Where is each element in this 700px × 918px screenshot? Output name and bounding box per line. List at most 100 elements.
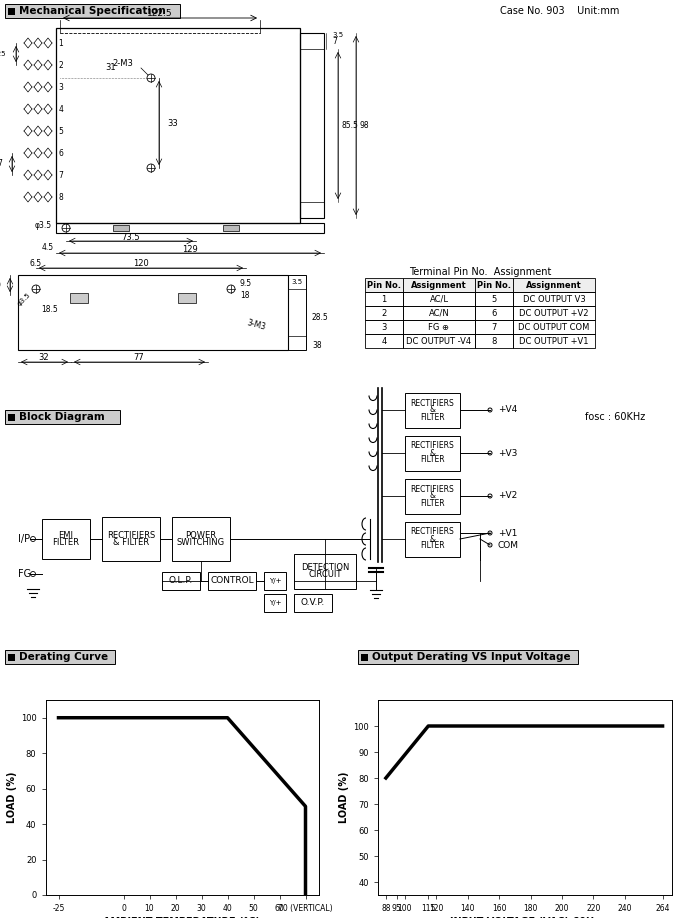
Text: Derating Curve: Derating Curve (19, 652, 108, 662)
Text: 2-M3: 2-M3 (113, 60, 134, 69)
Text: Y/+: Y/+ (269, 577, 281, 584)
Bar (56, 223, 324, 233)
Text: CONTROL: CONTROL (210, 576, 254, 585)
Bar (365, 306, 403, 320)
Bar (178, 293, 196, 303)
Bar (403, 278, 475, 292)
Bar (405, 393, 460, 428)
Text: 122.5: 122.5 (147, 8, 173, 17)
Text: 5: 5 (491, 295, 496, 304)
Text: 2: 2 (382, 308, 386, 318)
Text: φ3.5: φ3.5 (16, 291, 32, 307)
Bar (475, 292, 513, 306)
Text: 8: 8 (491, 337, 497, 345)
Text: DC OUTPUT +V1: DC OUTPUT +V1 (519, 337, 589, 345)
Text: 18: 18 (240, 290, 249, 299)
Text: DC OUTPUT -V4: DC OUTPUT -V4 (407, 337, 472, 345)
Y-axis label: LOAD (%): LOAD (%) (6, 772, 17, 823)
Text: 8: 8 (59, 193, 64, 201)
Text: DC OUTPUT COM: DC OUTPUT COM (518, 322, 589, 331)
Text: Block Diagram: Block Diagram (19, 412, 105, 422)
Text: &: & (430, 534, 435, 543)
Text: +V2: +V2 (498, 491, 517, 500)
Text: O.L.P.: O.L.P. (169, 576, 193, 585)
Text: FG ⊕: FG ⊕ (428, 322, 449, 331)
Text: AC/L: AC/L (430, 295, 449, 304)
Bar (56, 28, 300, 223)
Text: 1: 1 (59, 39, 64, 48)
Bar (18, 275, 288, 350)
Text: 77: 77 (134, 353, 144, 363)
Bar (42, 519, 90, 559)
Text: I/P: I/P (18, 534, 30, 544)
Text: 1: 1 (382, 295, 386, 304)
Text: 38: 38 (312, 341, 321, 351)
Text: 28.5: 28.5 (312, 312, 329, 321)
Bar (361, 654, 368, 660)
Text: Pin No.: Pin No. (477, 281, 511, 289)
Text: Mechanical Specification: Mechanical Specification (19, 6, 166, 16)
Bar (475, 320, 513, 334)
Bar (403, 334, 475, 348)
Bar (403, 306, 475, 320)
Bar (5, 650, 115, 664)
Text: 3-M3: 3-M3 (246, 319, 267, 331)
Text: RECTIFIERS: RECTIFIERS (411, 485, 454, 494)
Text: &: & (430, 449, 435, 457)
Text: &: & (430, 406, 435, 415)
Bar (5, 4, 180, 18)
Text: 7: 7 (491, 322, 497, 331)
Text: FILTER: FILTER (52, 538, 80, 547)
Bar (513, 278, 595, 292)
Text: 31: 31 (106, 63, 116, 73)
Text: 3.5: 3.5 (291, 279, 302, 285)
Text: FG: FG (18, 569, 31, 579)
Text: +V3: +V3 (498, 449, 517, 457)
Text: AC/N: AC/N (428, 308, 449, 318)
Text: FILTER: FILTER (420, 412, 444, 421)
Text: 3: 3 (59, 83, 64, 92)
Bar (223, 225, 239, 231)
Bar (513, 292, 595, 306)
Bar (8, 413, 15, 420)
Text: Assignment: Assignment (526, 281, 582, 289)
Text: Pin No.: Pin No. (367, 281, 401, 289)
Bar (208, 572, 256, 589)
Text: fosc : 60KHz: fosc : 60KHz (585, 412, 645, 422)
Text: 8.25: 8.25 (0, 51, 6, 57)
Bar (5, 410, 120, 424)
Text: FILTER: FILTER (420, 542, 444, 551)
Text: 120: 120 (133, 259, 149, 267)
Bar (172, 517, 230, 561)
Text: 4: 4 (382, 337, 386, 345)
Text: Y/+: Y/+ (269, 599, 281, 606)
Bar (113, 225, 129, 231)
Text: DC OUTPUT V3: DC OUTPUT V3 (523, 295, 585, 304)
Bar (405, 521, 460, 556)
Text: 32: 32 (38, 353, 49, 363)
Bar (365, 334, 403, 348)
Text: FILTER: FILTER (420, 455, 444, 465)
Text: 4.5: 4.5 (42, 243, 54, 252)
Text: DETECTION: DETECTION (301, 563, 349, 572)
Text: RECTIFIERS: RECTIFIERS (107, 531, 155, 540)
Text: 73.5: 73.5 (122, 232, 140, 241)
Text: 5: 5 (59, 127, 64, 136)
Text: 3.5: 3.5 (332, 32, 343, 38)
Text: 2: 2 (59, 61, 64, 70)
Bar (513, 334, 595, 348)
Text: RECTIFIERS: RECTIFIERS (411, 528, 454, 536)
Text: 98: 98 (360, 120, 370, 129)
Text: 6: 6 (59, 149, 64, 158)
Bar (403, 292, 475, 306)
Bar (365, 320, 403, 334)
Text: &: & (430, 491, 435, 500)
Text: POWER: POWER (186, 531, 216, 540)
Text: Case No. 903    Unit:mm: Case No. 903 Unit:mm (500, 6, 620, 16)
Text: SWITCHING: SWITCHING (177, 538, 225, 547)
Bar (513, 320, 595, 334)
Bar (405, 435, 460, 471)
Bar (365, 292, 403, 306)
Text: Assignment: Assignment (411, 281, 467, 289)
Text: +V1: +V1 (498, 529, 517, 538)
